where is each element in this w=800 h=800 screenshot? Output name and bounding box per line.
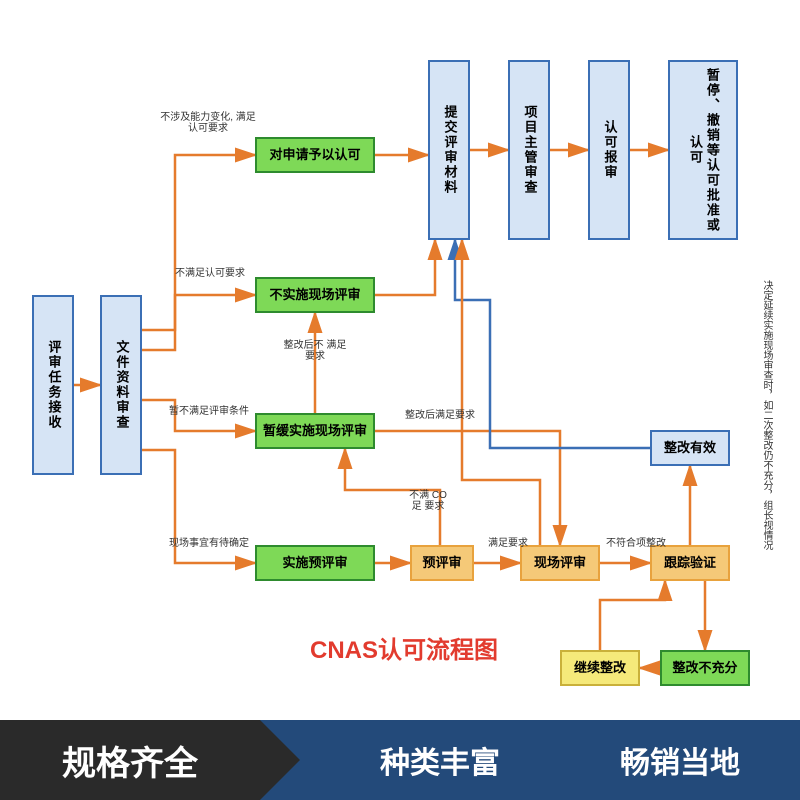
footer-text-2: 畅销当地 xyxy=(620,738,740,782)
node-n7: 提交评审材料 xyxy=(428,60,470,240)
node-n12: 现场评审 xyxy=(520,545,600,581)
node-n14: 整改有效 xyxy=(650,430,730,466)
edge-n15-n13 xyxy=(600,581,665,650)
edge-label-2: 暂不满足评审条件 xyxy=(154,406,264,417)
edge-label-1: 不满足认可要求 xyxy=(160,268,260,279)
node-n8: 项目主管审查 xyxy=(508,60,550,240)
node-n2: 文件资料审查 xyxy=(100,295,142,475)
edge-label-9: 决定延续实施现场审查时，如二次整改仍不充分，组长视情况 xyxy=(758,280,772,550)
footer-bar: 规格齐全 种类丰富 畅销当地 xyxy=(0,720,800,800)
node-n1: 评审任务接收 xyxy=(32,295,74,475)
edge-label-5: 整改后满足要求 xyxy=(390,410,490,421)
node-n15: 继续整改 xyxy=(560,650,640,686)
edge-label-8: 不符合项整改 xyxy=(596,538,676,549)
node-n13: 跟踪验证 xyxy=(650,545,730,581)
edge-label-4: 整改后不 满足要求 xyxy=(280,340,350,362)
footer-right-panel: 种类丰富 畅销当地 xyxy=(260,720,800,800)
edge-label-0: 不涉及能力变化, 满足认可要求 xyxy=(158,112,258,134)
edge-label-7: 满足要求 xyxy=(478,538,538,549)
footer-left-badge: 规格齐全 xyxy=(0,720,260,800)
edge-n2-n3 xyxy=(142,155,255,330)
node-n6: 实施预评审 xyxy=(255,545,375,581)
edge-n4-n7 xyxy=(375,240,435,295)
node-n3: 对申请予以认可 xyxy=(255,137,375,173)
node-n5: 暂缓实施现场评审 xyxy=(255,413,375,449)
flowchart-container: 评审任务接收文件资料审查 对申请予以认可不实施现场评审暂缓实施现场评审实施预评审 提… xyxy=(0,0,800,800)
node-n4: 不实施现场评审 xyxy=(255,277,375,313)
node-n9: 认可报审 xyxy=(588,60,630,240)
edge-n2-n4 xyxy=(142,295,255,350)
edge-n5r-n12 xyxy=(375,431,560,545)
diagram-title: CNAS认可流程图 xyxy=(310,630,498,665)
edge-label-6: 不满 CO足 要求 xyxy=(408,490,448,512)
edge-n12-n7c xyxy=(462,240,540,545)
node-n16: 整改不充分 xyxy=(660,650,750,686)
edge-label-3: 现场事宜有待确定 xyxy=(154,538,264,549)
node-n11: 预评审 xyxy=(410,545,474,581)
node-n10: 暂停、撤销等认可批准或认可 xyxy=(668,60,738,240)
footer-text-1: 种类丰富 xyxy=(380,738,500,782)
